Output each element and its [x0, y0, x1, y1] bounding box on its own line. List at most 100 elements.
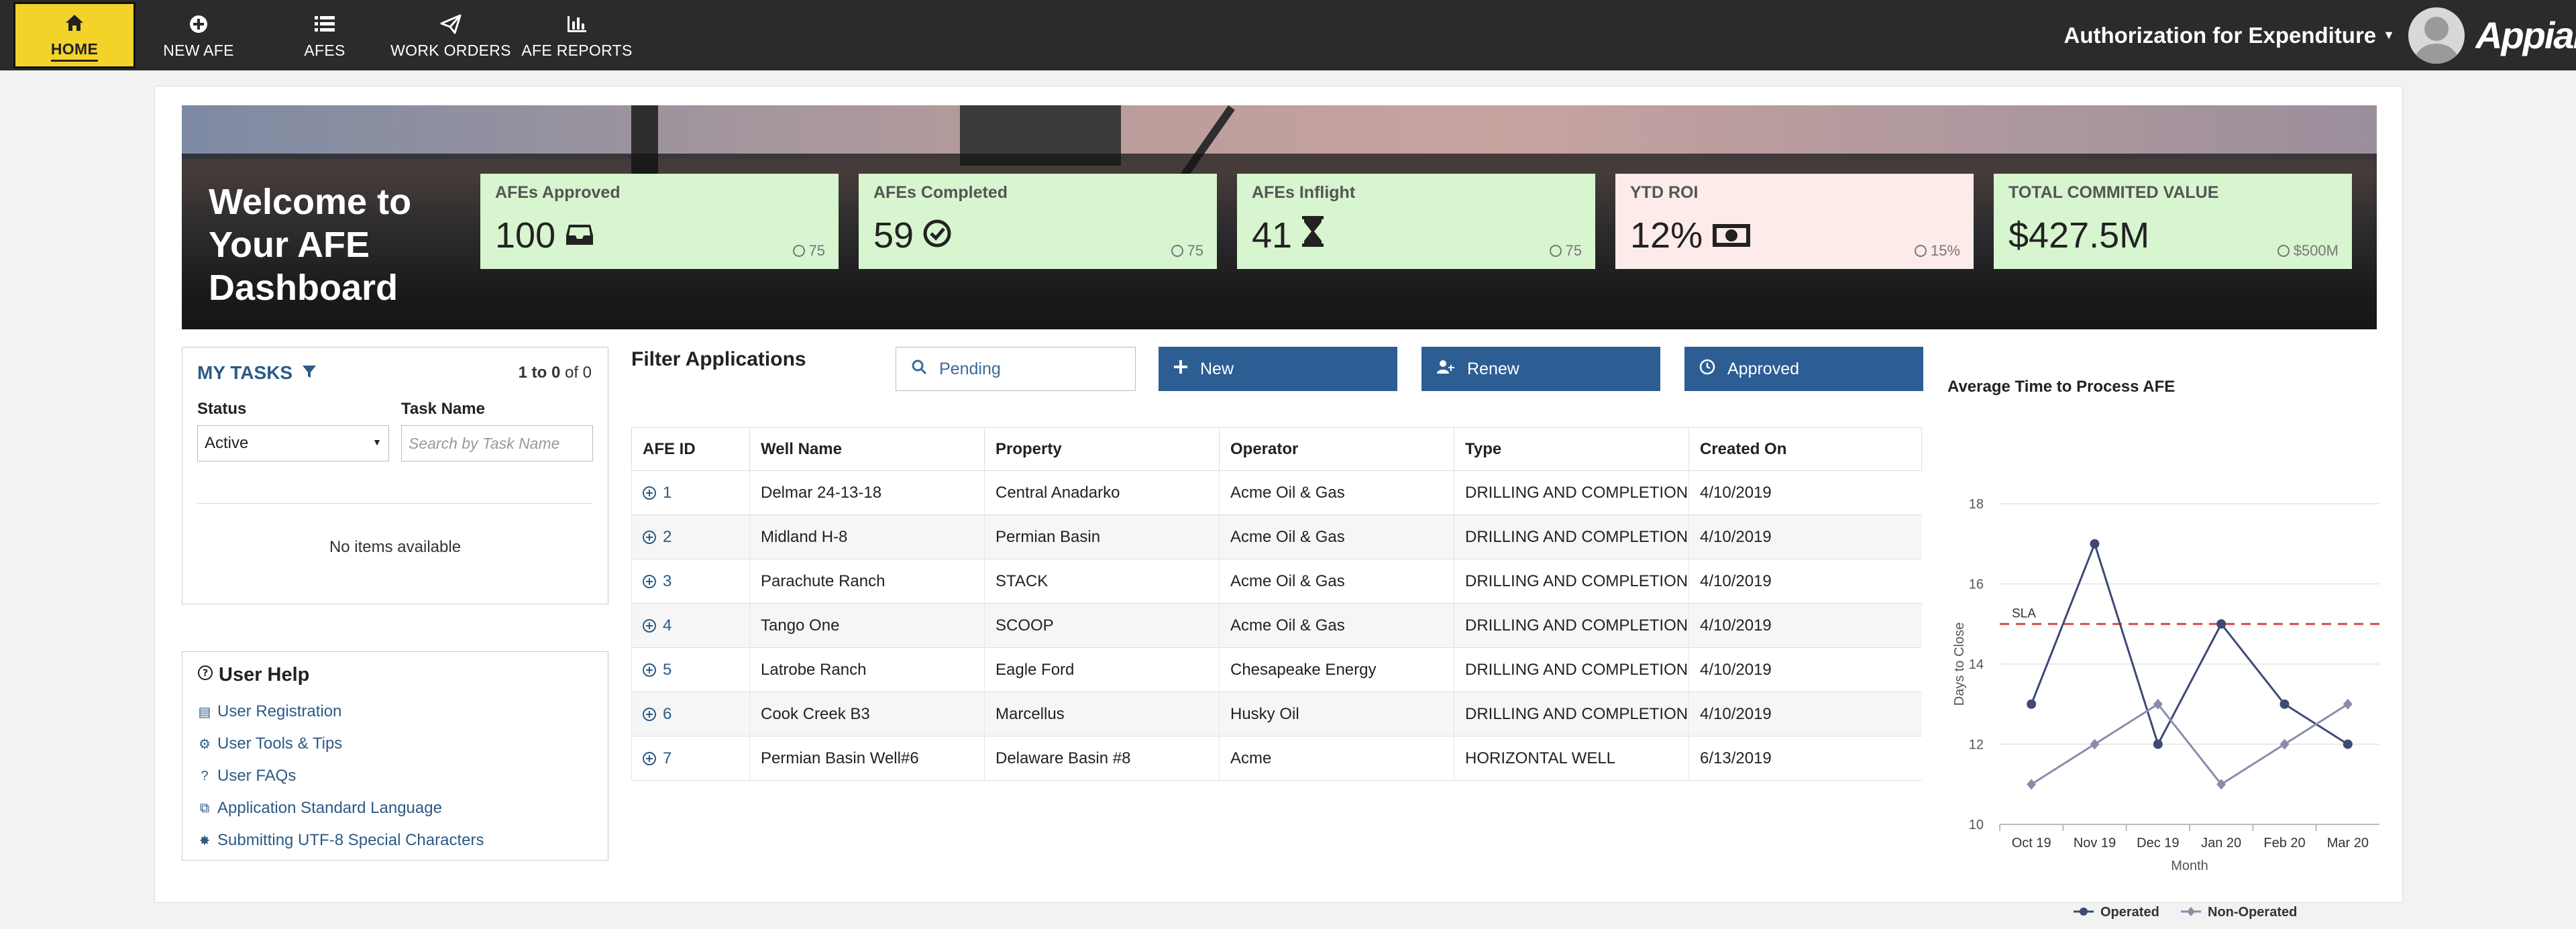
- help-link-standard-language[interactable]: ⧉ Application Standard Language: [197, 792, 593, 824]
- well-name-cell: Tango One: [750, 604, 985, 648]
- pending-filter-button[interactable]: Pending: [896, 347, 1136, 391]
- nav-work-orders-label: WORK ORDERS: [390, 42, 511, 60]
- chevron-down-icon: ▼: [2383, 28, 2395, 42]
- afe-id-value: 1: [663, 484, 672, 502]
- operator-cell: Acme Oil & Gas: [1220, 604, 1454, 648]
- type-cell: DRILLING AND COMPLETION: [1454, 648, 1689, 692]
- afe-id-cell[interactable]: 4: [632, 604, 750, 648]
- wrench-icon: ⚙: [197, 736, 212, 753]
- col-afe-id[interactable]: AFE ID: [632, 428, 750, 471]
- afe-id-cell[interactable]: 3: [632, 559, 750, 604]
- money-icon: [1712, 215, 1751, 256]
- target-icon: [1915, 245, 1927, 257]
- new-filter-button[interactable]: New: [1159, 347, 1397, 391]
- afe-id-link[interactable]: 4: [643, 616, 749, 635]
- help-link-label: User FAQs: [217, 767, 296, 785]
- appian-logo: Appian: [2475, 13, 2576, 57]
- afe-id-cell[interactable]: 1: [632, 471, 750, 515]
- type-cell: DRILLING AND COMPLETION: [1454, 559, 1689, 604]
- col-property[interactable]: Property: [985, 428, 1220, 471]
- my-tasks-title: MY TASKS: [197, 362, 317, 384]
- kpi-row: AFEs Approved 100 75 AFEs Completed 59 7…: [480, 174, 2352, 269]
- col-operator[interactable]: Operator: [1220, 428, 1454, 471]
- kpi-target-value: 75: [1566, 242, 1582, 260]
- dashboard-card: Welcome to Your AFE Dashboard AFEs Appro…: [154, 86, 2403, 903]
- y-axis-label: Days to Close: [1952, 622, 1967, 706]
- x-tick-label: Mar 20: [2327, 836, 2369, 851]
- afe-id-link[interactable]: 7: [643, 749, 749, 768]
- well-name-cell: Latrobe Ranch: [750, 648, 985, 692]
- kpi-target: 75: [1171, 242, 1203, 260]
- plus-circle-icon: [643, 708, 656, 721]
- afe-id-link[interactable]: 5: [643, 661, 749, 679]
- kpi-afes-approved[interactable]: AFEs Approved 100 75: [480, 174, 839, 269]
- kpi-total-committed-value[interactable]: TOTAL COMMITED VALUE $427.5M $500M: [1994, 174, 2352, 269]
- kpi-value: $427.5M: [2008, 215, 2149, 256]
- property-cell: Marcellus: [985, 692, 1220, 736]
- copy-icon: ⧉: [197, 801, 212, 816]
- avatar[interactable]: [2408, 7, 2465, 64]
- user-plus-icon: [1436, 360, 1455, 379]
- kpi-value-row: 41: [1252, 215, 1580, 256]
- kpi-value: 100: [495, 215, 555, 256]
- task-name-search-input[interactable]: Search by Task Name: [401, 425, 593, 461]
- paper-plane-icon: [440, 11, 462, 38]
- plus-circle-icon: [643, 575, 656, 588]
- legend-label: Non-Operated: [2208, 905, 2297, 920]
- afe-id-link[interactable]: 3: [643, 572, 749, 591]
- pager-mid: to: [527, 364, 551, 382]
- help-link-user-faqs[interactable]: ?User FAQs: [197, 760, 593, 792]
- question-circle-icon: ?: [197, 664, 213, 686]
- created-on-cell: 4/10/2019: [1689, 515, 1922, 559]
- afe-id-link[interactable]: 6: [643, 705, 749, 724]
- status-dropdown-value: Active: [205, 434, 248, 453]
- help-link-user-registration[interactable]: ▤User Registration: [197, 696, 593, 728]
- help-link-utf8[interactable]: ✸Submitting UTF-8 Special Characters: [197, 824, 593, 857]
- afe-id-cell[interactable]: 7: [632, 736, 750, 781]
- nav-work-orders[interactable]: WORK ORDERS: [388, 0, 514, 70]
- operator-cell: Chesapeake Energy: [1220, 648, 1454, 692]
- filter-icon[interactable]: [302, 362, 317, 384]
- nav-afe-reports[interactable]: AFE REPORTS: [514, 0, 640, 70]
- site-switcher[interactable]: Authorization for Expenditure ▼: [2064, 23, 2396, 48]
- help-link-user-tools[interactable]: ⚙User Tools & Tips: [197, 728, 593, 760]
- nav-home[interactable]: HOME: [13, 2, 136, 68]
- hourglass-icon: [1301, 215, 1324, 256]
- nav-afes[interactable]: AFES: [262, 0, 388, 70]
- col-well-name[interactable]: Well Name: [750, 428, 985, 471]
- home-icon: [64, 9, 85, 36]
- nav-new-afe[interactable]: NEW AFE: [136, 0, 262, 70]
- afe-id-value: 3: [663, 572, 672, 591]
- legend-label: Operated: [2100, 905, 2159, 920]
- y-tick-label: 12: [1969, 738, 1984, 753]
- afe-id-cell[interactable]: 6: [632, 692, 750, 736]
- renew-filter-button[interactable]: Renew: [1421, 347, 1660, 391]
- sla-label: SLA: [2012, 606, 2036, 620]
- filter-applications-title: Filter Applications: [631, 348, 806, 371]
- afe-id-link[interactable]: 1: [643, 484, 749, 502]
- created-on-cell: 4/10/2019: [1689, 471, 1922, 515]
- bar-chart-icon: [566, 11, 588, 38]
- type-cell: DRILLING AND COMPLETION: [1454, 471, 1689, 515]
- afe-id-cell[interactable]: 2: [632, 515, 750, 559]
- no-items-message: No items available: [182, 538, 608, 557]
- kpi-afes-completed[interactable]: AFEs Completed 59 75: [859, 174, 1217, 269]
- afe-id-cell[interactable]: 5: [632, 648, 750, 692]
- kpi-ytd-roi[interactable]: YTD ROI 12% 15%: [1615, 174, 1974, 269]
- status-dropdown[interactable]: Active ▼: [197, 425, 389, 461]
- help-link-label: Application Standard Language: [217, 799, 442, 818]
- afe-id-link[interactable]: 2: [643, 528, 749, 547]
- col-type[interactable]: Type: [1454, 428, 1689, 471]
- x-tick-label: Feb 20: [2263, 836, 2305, 851]
- operator-cell: Husky Oil: [1220, 692, 1454, 736]
- kpi-target-value: 15%: [1931, 242, 1960, 260]
- status-label: Status: [197, 400, 246, 419]
- col-created-on[interactable]: Created On: [1689, 428, 1922, 471]
- kpi-afes-inflight[interactable]: AFEs Inflight 41 75: [1237, 174, 1595, 269]
- kpi-target: 15%: [1915, 242, 1960, 260]
- approved-filter-button[interactable]: Approved: [1684, 347, 1923, 391]
- data-point: [2153, 740, 2163, 749]
